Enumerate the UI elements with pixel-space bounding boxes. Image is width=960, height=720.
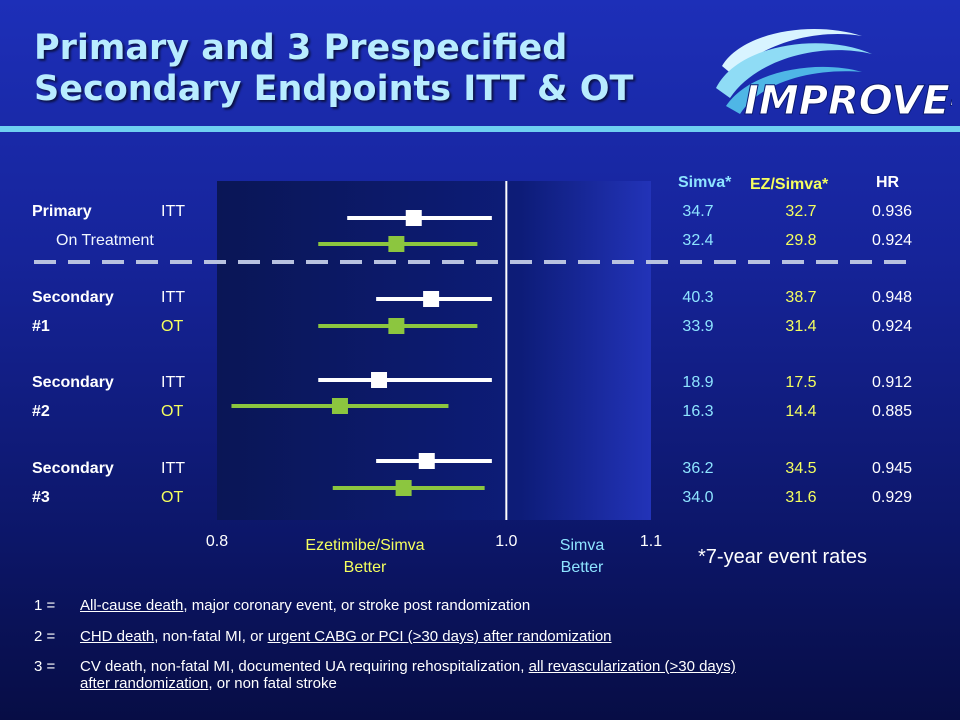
- point-estimate: [423, 291, 440, 307]
- hazard-ratio: 0.936: [871, 203, 913, 220]
- title-divider: [0, 126, 960, 132]
- footnote-segment: All-cause death: [80, 597, 184, 614]
- tick-label: 1.0: [495, 533, 517, 550]
- ez-simva-rate: 31.6: [785, 489, 817, 506]
- hazard-ratio: 0.945: [871, 460, 913, 477]
- plot-area: [217, 181, 651, 520]
- footnote-number: 1 =: [34, 597, 56, 614]
- footnote: 2 = CHD death, non-fatal MI, or urgent CA…: [34, 628, 934, 648]
- row-label: #3: [32, 489, 50, 506]
- tick-label: 1.1: [640, 533, 662, 550]
- row-type: OT: [161, 403, 184, 420]
- simva-rate: 34.7: [682, 203, 714, 220]
- logo-text: IMPROVE-IT: [744, 78, 952, 124]
- improve-it-logo: IMPROVE-IT: [716, 28, 952, 125]
- footnote-segment: all revascularization (>30 days): [528, 658, 736, 675]
- point-estimate: [388, 318, 405, 334]
- footnote-segment: urgent CABG or PCI (>30 days) after rand…: [267, 628, 612, 645]
- point-estimate: [371, 372, 388, 388]
- ezetimibe-better-label: Ezetimibe/Simva: [305, 537, 424, 554]
- footnote-segment: , non-fatal MI, or: [154, 628, 268, 645]
- simva-rate: 18.9: [682, 374, 714, 391]
- ez-simva-rate: 34.5: [785, 460, 817, 477]
- footnote-number: 2 =: [34, 628, 56, 645]
- hazard-ratio: 0.885: [871, 403, 913, 420]
- col-header-simva: Simva*: [678, 174, 732, 191]
- col-header-ez-simva: EZ/Simva*: [750, 176, 829, 193]
- footnote-text: All-cause death, major coronary event, o…: [80, 597, 530, 614]
- ez-simva-rate: 14.4: [785, 403, 817, 420]
- simva-rate: 16.3: [682, 403, 714, 420]
- title-line-2: Secondary Endpoints ITT & OT: [34, 69, 634, 109]
- row-type: OT: [161, 489, 184, 506]
- simva-rate: 34.0: [682, 489, 714, 506]
- swoosh-logo-icon: [716, 28, 872, 114]
- row-type: ITT: [161, 374, 185, 391]
- row-type: ITT: [161, 203, 185, 220]
- footnote: 3 = CV death, non-fatal MI, documented UA…: [34, 658, 934, 698]
- footnote-text: CV death, non-fatal MI, documented UA re…: [80, 658, 736, 692]
- ez-simva-rate: 38.7: [785, 289, 817, 306]
- row-label: Secondary: [32, 374, 114, 391]
- hazard-ratio: 0.948: [871, 289, 913, 306]
- row-label: Secondary: [32, 460, 114, 477]
- footnote-segment: CV death, non-fatal MI, documented UA re…: [80, 658, 529, 675]
- row-label: #1: [32, 318, 50, 335]
- footnote-segment: after randomization: [80, 675, 209, 692]
- event-rate-note: *7-year event rates: [698, 546, 867, 568]
- simva-better-label: Simva: [560, 537, 605, 554]
- col-header-hr: HR: [876, 174, 900, 191]
- ezetimibe-better-label: Better: [344, 559, 387, 576]
- ez-simva-rate: 17.5: [785, 374, 817, 391]
- ez-simva-rate: 31.4: [785, 318, 817, 335]
- footnote-segment: , or non fatal stroke: [208, 675, 337, 692]
- footnote-segment: , major coronary event, or stroke post r…: [183, 597, 531, 614]
- point-estimate: [388, 236, 405, 252]
- simva-rate: 33.9: [682, 318, 714, 335]
- simva-rate: 36.2: [682, 460, 714, 477]
- point-estimate: [331, 398, 348, 414]
- hazard-ratio: 0.912: [871, 374, 913, 391]
- hazard-ratio: 0.924: [871, 232, 913, 249]
- ez-simva-rate: 29.8: [785, 232, 817, 249]
- simva-better-label: Better: [561, 559, 604, 576]
- point-estimate: [405, 210, 422, 226]
- row-type: ITT: [161, 460, 185, 477]
- row-type: OT: [161, 318, 184, 335]
- footnote-text: CHD death, non-fatal MI, or urgent CABG …: [80, 628, 612, 645]
- tick-label: 0.8: [206, 533, 228, 550]
- row-label: Secondary: [32, 289, 114, 306]
- footnote-number: 3 =: [34, 658, 56, 675]
- ez-simva-rate: 32.7: [785, 203, 817, 220]
- footnote-segment: CHD death: [80, 628, 155, 645]
- row-type: On Treatment: [56, 232, 154, 249]
- row-label: #2: [32, 403, 50, 420]
- title-line-1: Primary and 3 Prespecified: [34, 28, 568, 68]
- simva-rate: 40.3: [682, 289, 714, 306]
- hazard-ratio: 0.929: [871, 489, 913, 506]
- page-title: Primary and 3 Prespecified Secondary End…: [34, 28, 633, 110]
- simva-rate: 32.4: [682, 232, 714, 249]
- row-label: Primary: [32, 203, 92, 220]
- point-estimate: [418, 453, 435, 469]
- point-estimate: [395, 480, 412, 496]
- row-type: ITT: [161, 289, 185, 306]
- hazard-ratio: 0.924: [871, 318, 913, 335]
- footnote: 1 = All-cause death, major coronary event…: [34, 597, 934, 617]
